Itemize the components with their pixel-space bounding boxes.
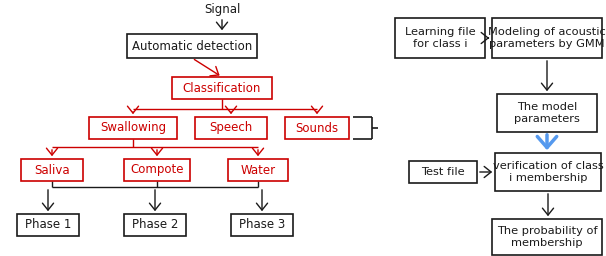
FancyBboxPatch shape: [231, 214, 293, 236]
FancyBboxPatch shape: [124, 214, 186, 236]
FancyBboxPatch shape: [492, 219, 602, 255]
Text: Sounds: Sounds: [296, 122, 339, 134]
FancyBboxPatch shape: [17, 214, 79, 236]
Text: The probability of
membership: The probability of membership: [497, 226, 598, 248]
FancyBboxPatch shape: [195, 117, 267, 139]
Text: Signal: Signal: [204, 4, 240, 16]
Text: Saliva: Saliva: [34, 164, 70, 176]
FancyBboxPatch shape: [172, 77, 272, 99]
Text: Phase 2: Phase 2: [132, 219, 178, 231]
Text: Phase 1: Phase 1: [25, 219, 71, 231]
Text: The model
parameters: The model parameters: [514, 102, 580, 124]
FancyBboxPatch shape: [124, 159, 190, 181]
FancyBboxPatch shape: [492, 18, 602, 58]
Text: Classification: Classification: [183, 81, 261, 94]
Text: Water: Water: [241, 164, 276, 176]
Text: Modeling of acoustic
parameters by GMM: Modeling of acoustic parameters by GMM: [488, 27, 606, 49]
FancyBboxPatch shape: [497, 94, 597, 132]
FancyBboxPatch shape: [127, 34, 257, 58]
Text: Compote: Compote: [130, 164, 184, 176]
FancyBboxPatch shape: [395, 18, 485, 58]
Text: Automatic detection: Automatic detection: [132, 39, 252, 52]
FancyBboxPatch shape: [89, 117, 177, 139]
Text: Phase 3: Phase 3: [239, 219, 285, 231]
Text: Speech: Speech: [210, 122, 253, 134]
FancyBboxPatch shape: [409, 161, 477, 183]
FancyBboxPatch shape: [228, 159, 288, 181]
FancyBboxPatch shape: [495, 153, 601, 191]
FancyBboxPatch shape: [285, 117, 349, 139]
FancyBboxPatch shape: [21, 159, 83, 181]
Text: Learning file
for class i: Learning file for class i: [405, 27, 475, 49]
Text: Swallowing: Swallowing: [100, 122, 166, 134]
Text: verification of class
i membership: verification of class i membership: [493, 161, 604, 183]
Text: Test file: Test file: [421, 167, 465, 177]
